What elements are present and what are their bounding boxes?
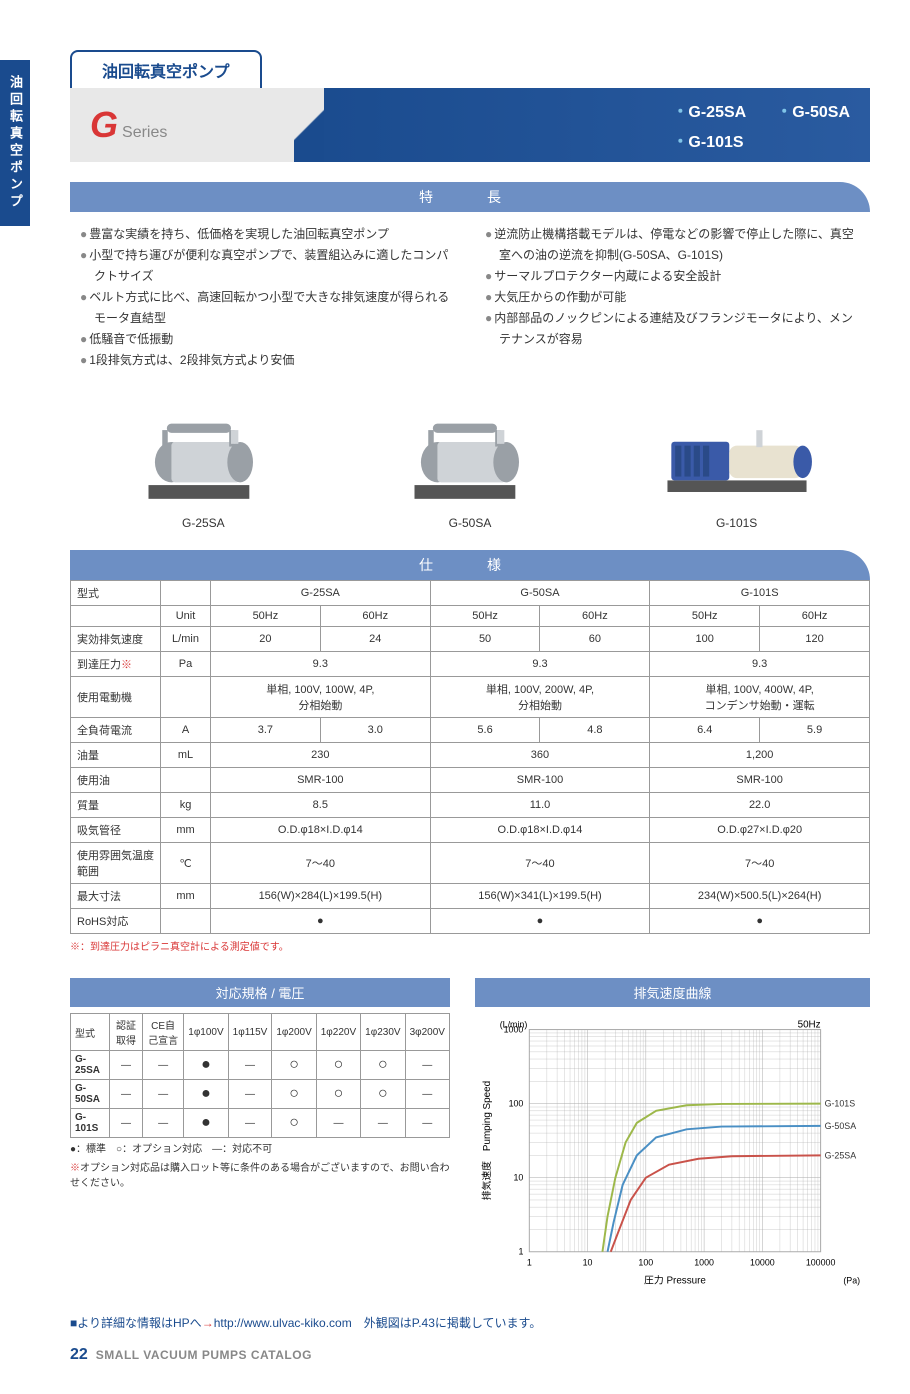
features-block: 豊富な実績を持ち、低価格を実現した油回転真空ポンプ小型で持ち運びが便利な真空ポン…: [70, 212, 870, 383]
svg-text:G-101S: G-101S: [825, 1099, 856, 1109]
standards-table: 型式認証取得CE自己宣言1φ100V1φ115V1φ200V1φ220V1φ23…: [70, 1013, 450, 1138]
svg-text:排気速度 Pumping Speed: 排気速度 Pumping Speed: [480, 1081, 493, 1200]
side-tab: 油回転真空ポンプ: [0, 60, 30, 226]
spec-note: ※：到達圧力はピラニ真空計による測定値です。: [70, 938, 870, 953]
svg-text:1: 1: [518, 1247, 523, 1257]
curve-header: 排気速度曲線: [475, 978, 870, 1007]
svg-text:1: 1: [527, 1258, 532, 1268]
svg-text:100: 100: [509, 1099, 524, 1109]
svg-text:100: 100: [638, 1258, 653, 1268]
svg-text:10: 10: [583, 1258, 593, 1268]
page-footer: 22SMALL VACUUM PUMPS CATALOG: [70, 1346, 870, 1364]
svg-text:(Pa): (Pa): [843, 1275, 860, 1285]
spec-table: 型式G-25SAG-50SAG-101SUnit50Hz60Hz50Hz60Hz…: [70, 580, 870, 934]
model-list: G-25SAG-101S G-50SA: [672, 98, 850, 152]
spec-header: 仕 様: [70, 550, 870, 580]
svg-text:圧力 Pressure: 圧力 Pressure: [644, 1273, 706, 1286]
product-images: G-25SA G-50SA G-101S: [70, 398, 870, 530]
standards-note: ※オプション対応品は購入ロット等に条件のある場合がございますので、お問い合わせく…: [70, 1161, 450, 1191]
features-header: 特 長: [70, 182, 870, 212]
series-banner: GSeries G-25SAG-101S G-50SA: [70, 88, 870, 162]
svg-text:G-25SA: G-25SA: [825, 1150, 857, 1160]
svg-text:10000: 10000: [750, 1258, 775, 1268]
svg-text:50Hz: 50Hz: [798, 1020, 821, 1031]
svg-text:G-50SA: G-50SA: [825, 1121, 857, 1131]
standards-legend: ●：標準 ○：オプション対応 —：対応不可: [70, 1142, 450, 1157]
svg-text:1000: 1000: [694, 1258, 714, 1268]
link-line: ■より詳細な情報はHPへ→http://www.ulvac-kiko.com 外…: [70, 1314, 870, 1331]
svg-text:100000: 100000: [806, 1258, 836, 1268]
svg-text:10: 10: [514, 1173, 524, 1183]
title-tab: 油回転真空ポンプ: [70, 50, 262, 88]
standards-header: 対応規格 / 電圧: [70, 978, 450, 1007]
pumping-speed-chart: 1101001000100001000001101001000G-101SG-5…: [475, 1013, 870, 1293]
series-label: GSeries: [90, 104, 167, 146]
svg-text:(L/min): (L/min): [500, 1020, 528, 1030]
